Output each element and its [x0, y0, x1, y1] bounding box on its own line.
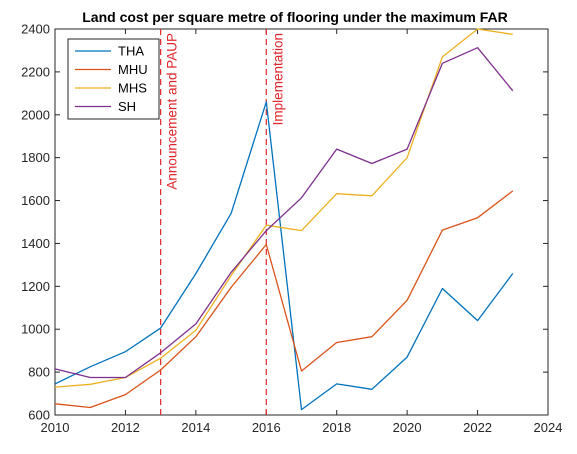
legend-box	[67, 38, 160, 120]
legend-label-mhu: MHU	[118, 62, 148, 77]
y-tick-label: 1400	[21, 236, 50, 251]
x-tick-label: 2024	[534, 420, 563, 435]
x-tick-label: 2018	[322, 420, 351, 435]
x-tick-label: 2012	[111, 420, 140, 435]
x-tick-label: 2014	[181, 420, 210, 435]
y-tick-label: 1600	[21, 193, 50, 208]
series-line-tha	[54, 101, 514, 411]
y-tick-label: 1800	[21, 150, 50, 165]
x-tick-label: 2022	[463, 420, 492, 435]
y-tick-label: 2200	[21, 64, 50, 79]
legend-label-tha: THA	[118, 44, 144, 59]
legend-label-mhs: MHS	[118, 81, 147, 96]
series-line-sh	[54, 47, 514, 379]
y-tick-label: 800	[28, 365, 50, 380]
x-tick-label: 2016	[252, 420, 281, 435]
annotation-label: Implementation	[270, 33, 285, 125]
plot-area: 2010 2012 2014 2016 2018 2020 2022 2024 600 800 10…	[21, 22, 562, 436]
chart-title: Land cost per square metre of flooring u…	[82, 9, 508, 25]
y-tick-label: 2400	[21, 22, 50, 37]
y-tick-label: 2000	[21, 107, 50, 122]
annotation-label: Announcement and PAUP	[165, 33, 180, 190]
series-line-mhs	[54, 28, 513, 388]
y-tick-label: 600	[28, 408, 50, 423]
y-tick-label: 1000	[21, 322, 50, 337]
x-tick-label: 2010	[41, 420, 70, 435]
series-line-mhu	[54, 190, 514, 409]
x-tick-label: 2020	[393, 420, 422, 435]
legend-label-sh: SH	[118, 99, 136, 114]
y-tick-label: 1200	[21, 279, 50, 294]
axes-box	[54, 28, 549, 416]
